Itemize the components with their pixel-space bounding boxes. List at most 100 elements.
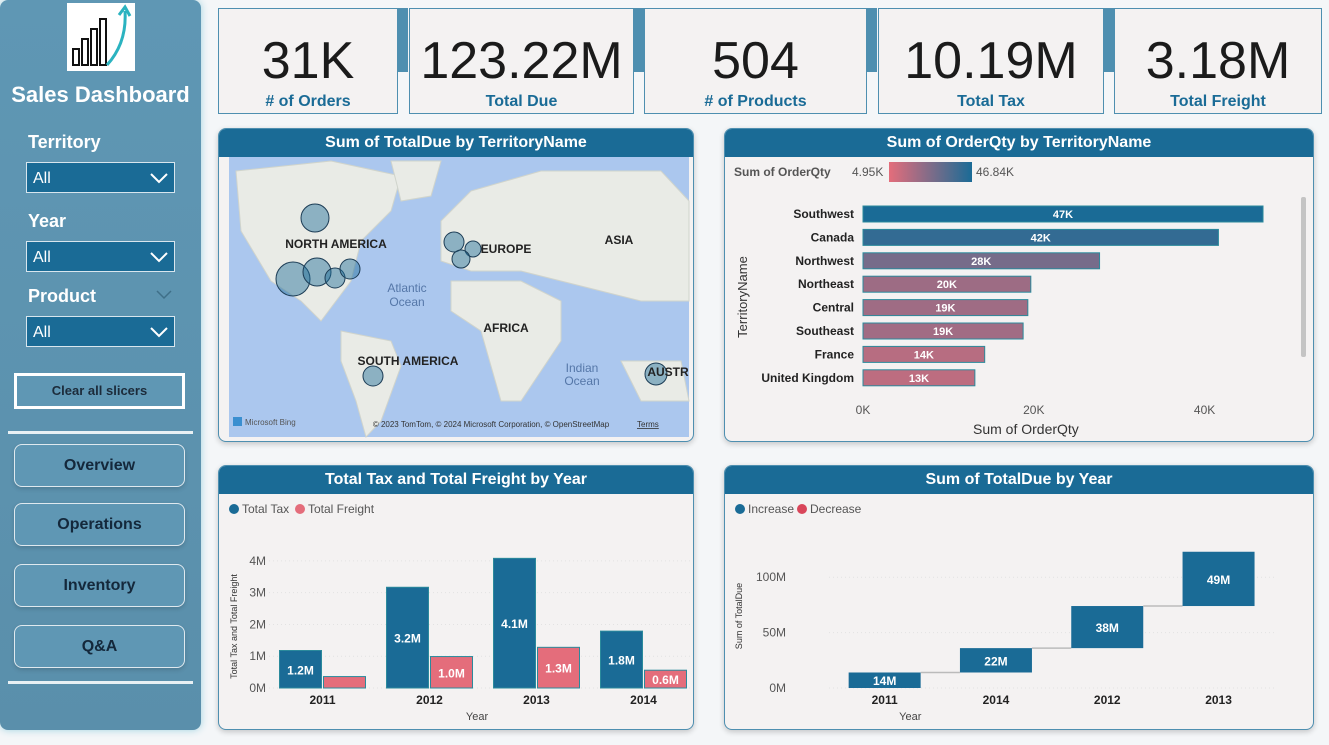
waterfall-chart: Increase Decrease 0M 50M 100M 2011 14M 2014 22M 2…	[734, 502, 1275, 723]
filter-value: All	[33, 324, 51, 341]
nav-button[interactable]: Overview	[14, 444, 185, 487]
bar	[862, 322, 1024, 340]
bar	[537, 646, 580, 689]
x-tick-label: 20K	[1023, 403, 1044, 417]
kpi-value: 504	[712, 32, 799, 90]
y-tick-label: 0M	[249, 681, 266, 695]
kpi-card: 123.22M Total Due	[409, 8, 634, 114]
bar	[279, 650, 322, 689]
data-label: 42K	[1031, 232, 1051, 244]
x-tick-label: 2014	[630, 693, 657, 707]
y-tick-label: 1M	[249, 649, 266, 663]
data-label: 1.8M	[608, 654, 635, 668]
card-tab	[867, 8, 877, 72]
kpi-card: 10.19M Total Tax	[878, 8, 1104, 114]
card-tab	[634, 8, 644, 72]
separator	[8, 431, 193, 434]
data-label: 14K	[914, 349, 934, 361]
bar	[862, 205, 1264, 223]
x-axis-title: Year	[899, 711, 922, 723]
land	[235, 160, 690, 438]
y-tick-label: 50M	[763, 626, 786, 640]
kpi-card: 3.18M Total Freight	[1114, 8, 1322, 114]
kpi-value: 31K	[261, 32, 355, 90]
y-tick-label: Canada	[811, 230, 855, 244]
x-tick-label: 2013	[1205, 693, 1232, 707]
bar	[959, 648, 1032, 673]
filter-label: Product	[28, 286, 97, 306]
logo	[67, 3, 135, 71]
bar	[1071, 606, 1144, 649]
legend-title: Sum of OrderQty	[734, 165, 831, 179]
map-label: AFRICA	[483, 321, 529, 335]
bing-icon	[233, 417, 242, 426]
y-axis-title: TerritoryName	[735, 256, 750, 338]
x-axis-title: Year	[466, 711, 489, 723]
legend-label: Total Tax	[242, 502, 289, 516]
data-label: 28K	[971, 256, 991, 268]
map-terms[interactable]: Terms	[637, 420, 659, 429]
bar	[862, 275, 1032, 293]
y-tick-label: United Kingdom	[761, 371, 854, 385]
y-tick-label: Northwest	[795, 254, 854, 268]
data-label: 38M	[1096, 621, 1119, 635]
map-attribution: © 2023 TomTom, © 2024 Microsoft Corporat…	[373, 420, 610, 429]
data-label: 4.1M	[501, 617, 528, 631]
bar	[386, 586, 429, 689]
chevron	[150, 252, 168, 263]
y-axis-title: Sum of TotalDue	[734, 583, 744, 649]
kpi-card: 504 # of Products	[644, 8, 867, 114]
clear-slicers-button[interactable]: Clear all slicers	[14, 373, 185, 409]
data-label: 0.6M	[652, 673, 679, 687]
data-label: 20K	[937, 279, 957, 291]
bar	[644, 669, 687, 689]
legend-marker	[295, 504, 305, 514]
map-label: SOUTH AMERICA	[358, 354, 459, 368]
y-axis-title: Total Tax and Total Freight	[229, 574, 239, 679]
nav-button[interactable]: Q&A	[14, 625, 185, 668]
y-tick-label: 0M	[769, 681, 786, 695]
kpi-label: Total Due	[485, 93, 558, 110]
x-tick-label: 2011	[872, 693, 898, 707]
x-tick-label: 2011	[309, 693, 335, 707]
bar	[862, 252, 1101, 270]
legend-label: Decrease	[810, 502, 862, 516]
map-label: Ocean	[389, 295, 424, 309]
legend-marker	[735, 504, 745, 514]
filter-dropdown[interactable]: All	[26, 316, 175, 347]
kpi-card: 31K # of Orders	[218, 8, 398, 114]
map-label: Indian	[566, 361, 599, 375]
chevron	[150, 327, 168, 338]
y-tick-label: 3M	[249, 586, 266, 600]
filter-value: All	[33, 170, 51, 187]
bar-panel: Sum of OrderQty by TerritoryName Sum of …	[724, 128, 1314, 442]
y-tick-label: Central	[813, 301, 854, 315]
sidebar-title: Sales Dashboard	[11, 82, 190, 107]
chart-title: Total Tax and Total Freight by Year	[219, 466, 693, 494]
kpi-label: # of Orders	[265, 93, 351, 110]
y-tick-label: 4M	[249, 554, 266, 568]
sidebar: Sales Dashboard Territory All Year All P…	[0, 0, 201, 730]
kpi-value: 123.22M	[420, 32, 623, 90]
filter-dropdown[interactable]: All	[26, 241, 175, 272]
legend-gradient	[889, 162, 972, 182]
chevron	[150, 173, 168, 184]
scrollbar	[1301, 197, 1306, 357]
x-tick-label: 2014	[983, 693, 1010, 707]
map-label: Atlantic	[387, 281, 426, 295]
nav-button[interactable]: Inventory	[14, 564, 185, 607]
filter-dropdown[interactable]: All	[26, 162, 175, 193]
map-label: ASIA	[605, 233, 634, 247]
collapse-icon[interactable]	[156, 290, 172, 300]
data-label: 1.0M	[438, 666, 465, 680]
data-label: 14M	[873, 674, 896, 688]
filter-value: All	[33, 249, 51, 266]
chart-title: Sum of TotalDue by TerritoryName	[219, 129, 693, 157]
bar	[848, 672, 921, 688]
map-label: NORTH AMERICA	[285, 237, 387, 251]
data-label: 1.2M	[287, 663, 314, 677]
map-panel: Sum of TotalDue by TerritoryName NORTH A…	[218, 128, 694, 442]
legend-marker	[229, 504, 239, 514]
nav-button[interactable]: Operations	[14, 503, 185, 546]
filter-label: Territory	[28, 132, 101, 152]
